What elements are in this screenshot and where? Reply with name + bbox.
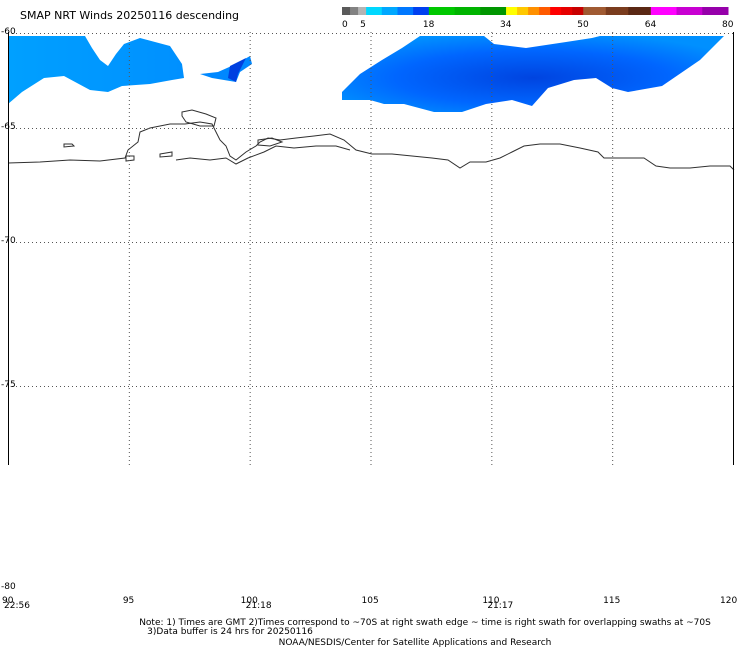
colorbar-swatch bbox=[454, 7, 481, 15]
colorbar-swatch bbox=[628, 7, 652, 15]
island-small-c bbox=[257, 137, 284, 147]
longitude-label: 115 bbox=[603, 596, 621, 606]
island-small-d bbox=[125, 155, 135, 162]
colorbar-swatch bbox=[702, 7, 729, 15]
colorbar-swatch bbox=[650, 7, 678, 15]
swath-time-label: 22:56 bbox=[4, 601, 30, 611]
colorbar-tick-label: 80 bbox=[722, 20, 734, 30]
swath-time-label: 21:18 bbox=[245, 601, 272, 611]
colorbar-tick-label: 5 bbox=[360, 20, 366, 30]
longitude-label: 95 bbox=[122, 596, 135, 606]
colorbar-swatch bbox=[676, 7, 703, 15]
colorbar-swatch bbox=[517, 7, 529, 15]
colorbar-swatch bbox=[561, 7, 573, 15]
longitude-label: 100 bbox=[240, 596, 258, 606]
colorbar-tick-label: 34 bbox=[500, 20, 512, 30]
wind-swath-right bbox=[342, 36, 724, 112]
wind-swath-left-east-dark bbox=[228, 58, 246, 82]
island-small-b bbox=[159, 151, 173, 158]
longitude-label: 120 bbox=[720, 596, 738, 606]
longitude-label: 105 bbox=[361, 596, 379, 606]
colorbar-swatch bbox=[358, 7, 367, 15]
map-title: SMAP NRT Winds 20250116 descending bbox=[20, 9, 240, 22]
colorbar bbox=[342, 7, 729, 15]
longitude-label: 110 bbox=[482, 596, 500, 606]
colorbar-swatch bbox=[583, 7, 607, 15]
colorbar-swatch bbox=[413, 7, 430, 15]
colorbar-tick-label: 18 bbox=[422, 20, 435, 30]
latitude-label: -70 bbox=[1, 236, 16, 246]
latitude-label: -75 bbox=[1, 380, 16, 390]
graticule bbox=[8, 32, 734, 465]
colorbar-swatch bbox=[550, 7, 562, 15]
colorbar-swatch bbox=[506, 7, 518, 15]
note-line-3: NOAA/NESDIS/Center for Satellite Applica… bbox=[278, 638, 552, 648]
swath-time-label: 21:17 bbox=[487, 601, 514, 611]
colorbar-swatch bbox=[397, 7, 414, 15]
note-line-2: 3)Data buffer is 24 hrs for 20250116 bbox=[147, 627, 313, 637]
colorbar-swatch bbox=[480, 7, 507, 15]
wind-swath-left bbox=[8, 36, 184, 104]
coastline bbox=[7, 109, 735, 171]
latitude-label: -80 bbox=[1, 582, 16, 592]
colorbar-swatch bbox=[572, 7, 584, 15]
coastline-main bbox=[7, 121, 735, 171]
island-bay bbox=[181, 109, 217, 127]
latitude-label: -65 bbox=[1, 122, 16, 132]
island-small-a bbox=[63, 143, 76, 148]
colorbar-swatch bbox=[528, 7, 540, 15]
coastline-inner bbox=[175, 145, 351, 165]
colorbar-tick-label: 64 bbox=[644, 20, 657, 30]
wind-swaths bbox=[8, 36, 724, 112]
note-line-1: Note: 1) Times are GMT 2)Times correspon… bbox=[139, 618, 711, 628]
colorbar-swatch bbox=[381, 7, 398, 15]
colorbar-swatch bbox=[539, 7, 551, 15]
longitude-label: 90 bbox=[2, 596, 14, 606]
colorbar-swatch bbox=[342, 7, 351, 15]
colorbar-tick-label: 50 bbox=[577, 20, 589, 30]
latitude-label: -60 bbox=[1, 27, 16, 37]
colorbar-swatch bbox=[350, 7, 359, 15]
colorbar-swatch bbox=[428, 7, 456, 15]
frame bbox=[8, 32, 734, 465]
colorbar-tick-label: 0 bbox=[342, 20, 348, 30]
colorbar-swatch bbox=[366, 7, 383, 15]
colorbar-swatch bbox=[605, 7, 629, 15]
